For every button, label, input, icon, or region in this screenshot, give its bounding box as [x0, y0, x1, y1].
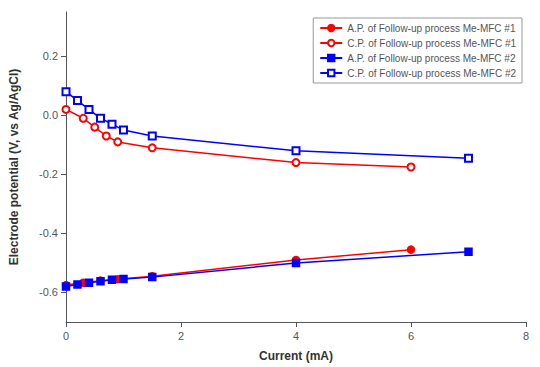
svg-text:-0.6: -0.6	[39, 286, 58, 298]
svg-text:C.P. of Follow-up process Me-M: C.P. of Follow-up process Me-MFC #2	[347, 68, 516, 79]
svg-text:Current (mA): Current (mA)	[259, 349, 333, 363]
svg-text:0: 0	[63, 330, 69, 342]
svg-text:0.2: 0.2	[43, 50, 58, 62]
svg-text:0.0: 0.0	[43, 109, 58, 121]
svg-text:6: 6	[408, 330, 414, 342]
svg-text:2: 2	[178, 330, 184, 342]
svg-text:-0.2: -0.2	[39, 168, 58, 180]
svg-text:C.P. of Follow-up process Me-M: C.P. of Follow-up process Me-MFC #1	[347, 38, 516, 49]
svg-text:-0.4: -0.4	[39, 227, 58, 239]
svg-text:Electrode potential (V, vs Ag/: Electrode potential (V, vs Ag/AgCl)	[7, 69, 21, 265]
svg-text:A.P. of Follow-up process Me-M: A.P. of Follow-up process Me-MFC #2	[347, 53, 516, 64]
svg-text:A.P. of Follow-up process Me-M: A.P. of Follow-up process Me-MFC #1	[347, 23, 516, 34]
svg-text:8: 8	[523, 330, 529, 342]
svg-text:4: 4	[293, 330, 299, 342]
